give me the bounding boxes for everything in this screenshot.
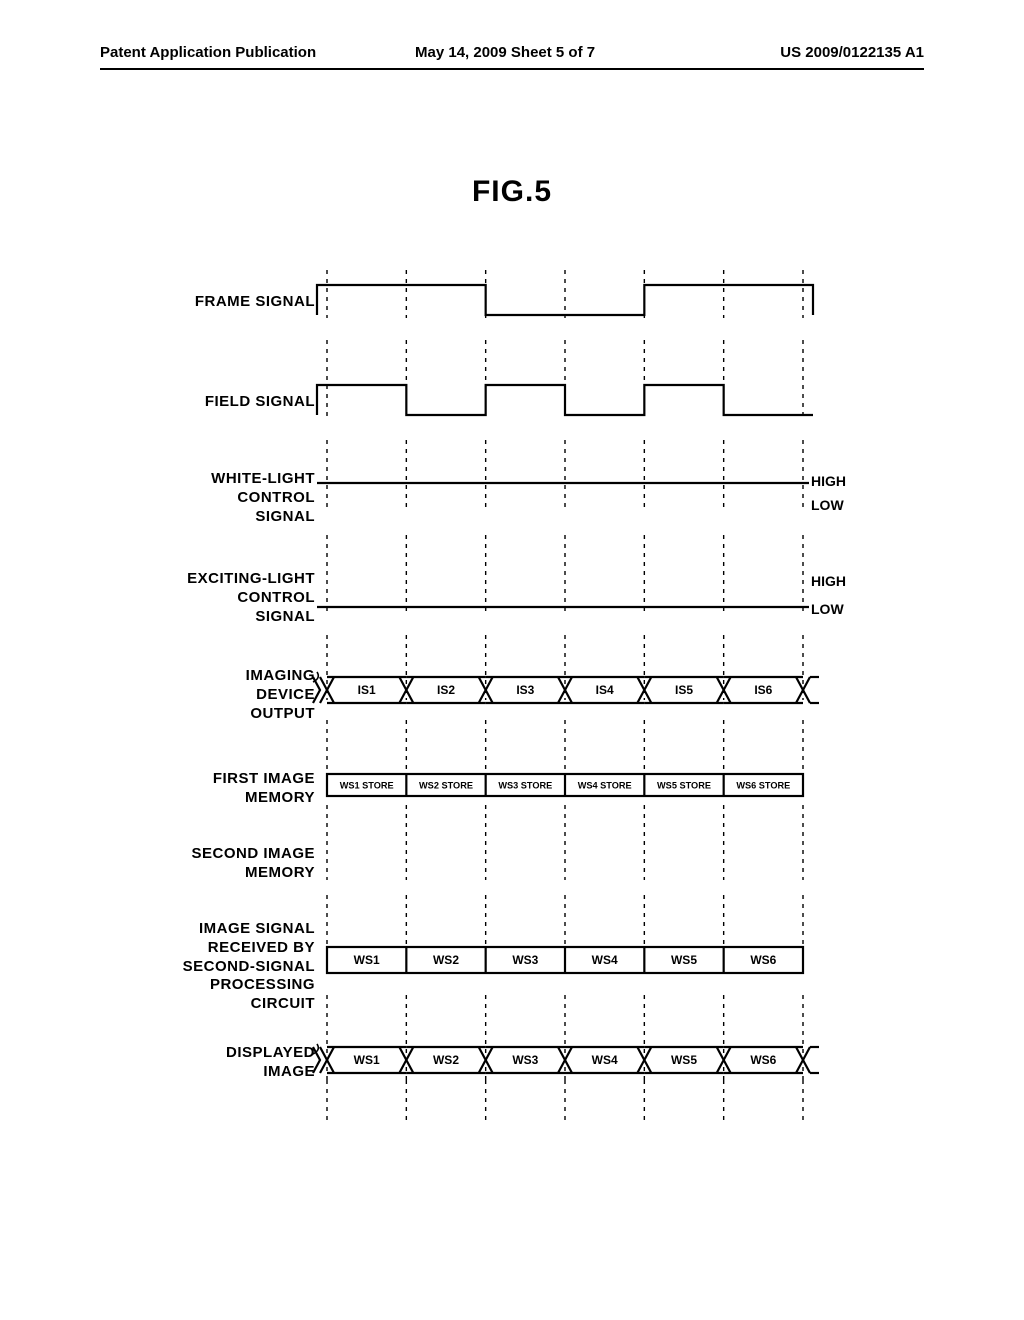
svg-text:IS6: IS6 <box>754 683 772 697</box>
svg-text:IS5: IS5 <box>675 683 693 697</box>
header-center: May 14, 2009 Sheet 5 of 7 <box>415 44 595 61</box>
header-rule <box>100 68 924 70</box>
svg-text:WS3 STORE: WS3 STORE <box>498 780 552 790</box>
svg-text:WS4: WS4 <box>592 953 618 967</box>
svg-text:WS5: WS5 <box>671 953 697 967</box>
svg-text:WS5 STORE: WS5 STORE <box>657 780 711 790</box>
svg-text:WS6 STORE: WS6 STORE <box>736 780 790 790</box>
page: Patent Application Publication May 14, 2… <box>0 0 1024 1320</box>
timing-diagram: FRAME SIGNAL FIELD SIGNAL WHITE-LIGHTCON… <box>125 260 865 1130</box>
svg-text:IS3: IS3 <box>516 683 534 697</box>
svg-text:WS3: WS3 <box>512 1053 538 1067</box>
figure-title: FIG.5 <box>0 175 1024 209</box>
svg-text:IS1: IS1 <box>358 683 376 697</box>
svg-text:WS2 STORE: WS2 STORE <box>419 780 473 790</box>
svg-text:WS1: WS1 <box>354 1053 380 1067</box>
svg-text:WS1 STORE: WS1 STORE <box>340 780 394 790</box>
svg-text:WS4 STORE: WS4 STORE <box>578 780 632 790</box>
svg-text:WS1: WS1 <box>354 953 380 967</box>
svg-text:IS2: IS2 <box>437 683 455 697</box>
svg-text:IS4: IS4 <box>596 683 614 697</box>
header-left: Patent Application Publication <box>100 44 316 61</box>
svg-text:WS2: WS2 <box>433 953 459 967</box>
svg-text:WS4: WS4 <box>592 1053 618 1067</box>
header-right: US 2009/0122135 A1 <box>780 44 924 61</box>
svg-text:WS6: WS6 <box>750 953 776 967</box>
svg-text:WS3: WS3 <box>512 953 538 967</box>
diagram-svg: IS1 IS2 IS3 IS4 IS5 IS6 WS1 STORE WS2 STORE WS3 … <box>125 260 865 1130</box>
svg-text:WS6: WS6 <box>750 1053 776 1067</box>
svg-text:WS5: WS5 <box>671 1053 697 1067</box>
svg-text:WS2: WS2 <box>433 1053 459 1067</box>
